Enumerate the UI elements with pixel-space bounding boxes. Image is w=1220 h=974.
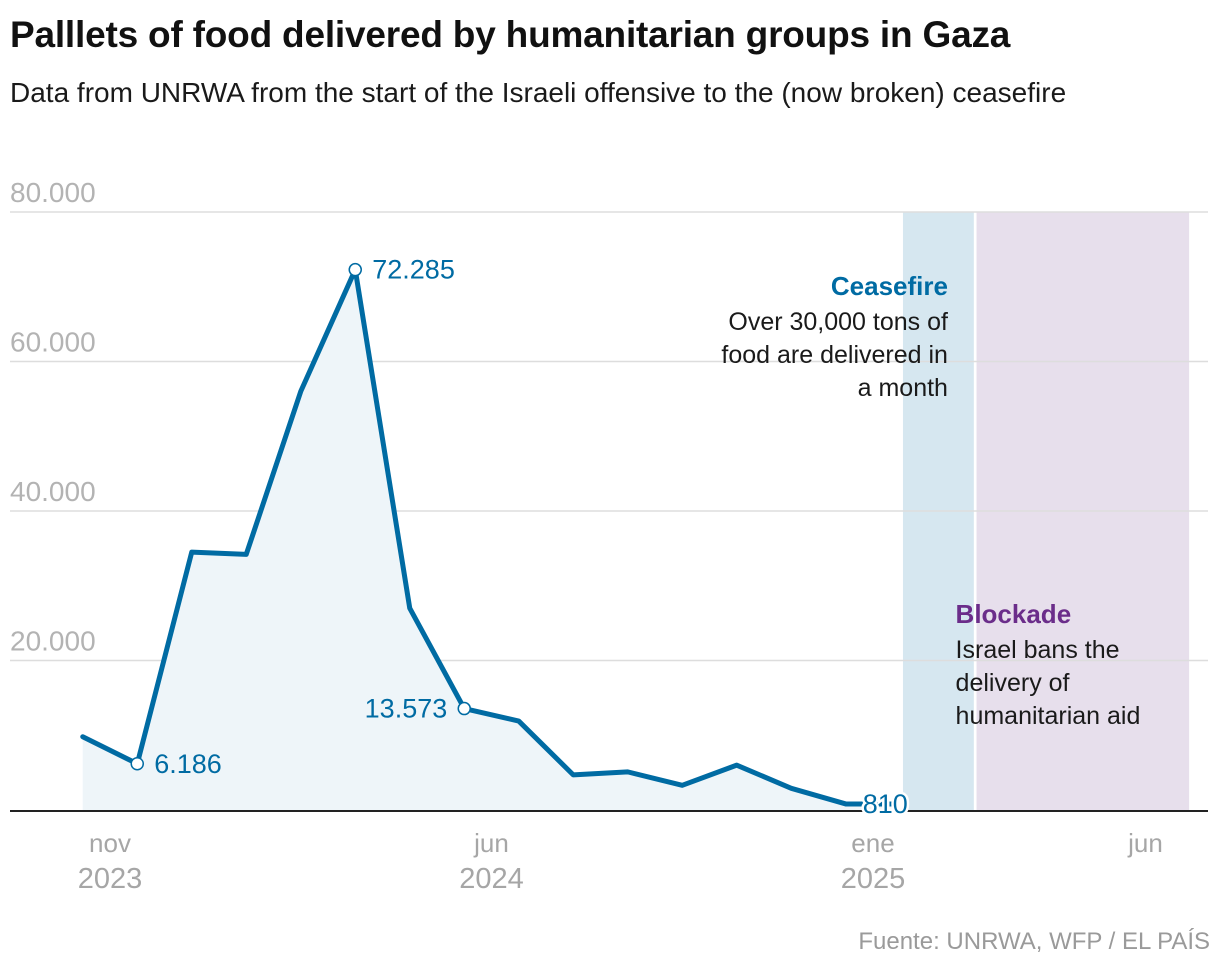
area-path <box>82 269 895 810</box>
data-label: 72.285 <box>372 255 455 285</box>
gridlines: 20.000 40.000 60.000 80.000 <box>10 177 1208 662</box>
y-tick-label: 20.000 <box>10 626 96 657</box>
point-marker <box>457 701 471 716</box>
area-fill <box>82 269 895 810</box>
data-label: 13.573 <box>365 694 448 724</box>
x-tick-label: jun <box>473 828 509 858</box>
x-tick-label: jun <box>1127 828 1163 858</box>
y-tick-label: 80.000 <box>10 177 96 208</box>
series-line <box>80 267 898 807</box>
line-path <box>80 267 898 807</box>
chart-subtitle: Data from UNRWA from the start of the Is… <box>10 77 1067 108</box>
data-label: 6.186 <box>154 749 222 779</box>
blockade-text: Israel bans the <box>956 636 1120 664</box>
x-tick-label: nov <box>89 828 131 858</box>
source-note: Fuente: UNRWA, WFP / EL PAÍS <box>858 928 1210 955</box>
ceasefire-text: Over 30,000 tons of <box>728 308 948 336</box>
blockade-text: delivery of <box>956 669 1070 697</box>
data-label: 810 <box>863 789 908 819</box>
point-marker <box>130 757 144 771</box>
chart-title: Palllets of food delivered by humanitari… <box>10 14 1011 55</box>
blockade-text: humanitarian aid <box>956 702 1141 730</box>
ceasefire-text: a month <box>858 374 948 402</box>
x-tick-year: 2023 <box>78 863 143 895</box>
x-axis: nov 2023 jun 2024 ene 2025 jun <box>10 810 1208 895</box>
data-labels: 6.186 72.285 13.573 810 <box>154 255 910 822</box>
point-markers <box>130 262 471 771</box>
x-tick-year: 2025 <box>841 863 906 895</box>
ceasefire-title: Ceasefire <box>831 271 948 301</box>
x-tick-year: 2024 <box>459 863 524 895</box>
point-marker <box>348 262 362 277</box>
y-tick-label: 40.000 <box>10 476 96 507</box>
ceasefire-text: food are delivered in <box>721 341 948 369</box>
annotations: Ceasefire Over 30,000 tons of food are del… <box>721 271 1140 730</box>
x-tick-label: ene <box>851 828 894 858</box>
blockade-title: Blockade <box>956 599 1072 629</box>
y-tick-label: 60.000 <box>10 327 96 358</box>
